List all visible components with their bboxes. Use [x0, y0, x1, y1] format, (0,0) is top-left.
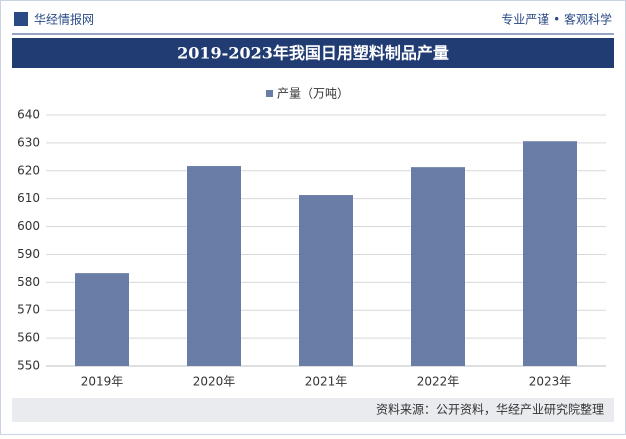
bar — [411, 167, 465, 366]
title-bar — [12, 38, 614, 68]
y-tick-label: 550 — [17, 359, 40, 373]
bar — [187, 166, 241, 366]
y-tick-label: 590 — [17, 247, 40, 261]
y-tick-label: 580 — [17, 275, 40, 289]
x-tick-label: 2021年 — [305, 375, 348, 389]
y-tick-label: 600 — [17, 219, 40, 233]
tagline: 专业严谨 • 客观科学 — [501, 12, 612, 27]
x-tick-label: 2022年 — [417, 375, 460, 389]
x-tick-label: 2020年 — [193, 375, 236, 389]
y-tick-label: 630 — [17, 135, 40, 149]
legend-swatch — [266, 90, 273, 97]
legend-label: 产量（万吨） — [277, 87, 349, 101]
bar — [75, 273, 129, 366]
source: 资料来源：公开资料，华经产业研究院整理 — [376, 402, 604, 417]
x-tick-label: 2023年 — [529, 375, 572, 389]
y-tick-label: 570 — [17, 303, 40, 317]
y-tick-label: 560 — [17, 331, 40, 345]
bar — [523, 141, 577, 366]
bar — [299, 195, 353, 366]
brand: 华经情报网 — [34, 12, 94, 27]
x-tick-label: 2019年 — [81, 375, 124, 389]
logo — [14, 12, 28, 26]
footer-bar — [12, 398, 614, 422]
y-tick-label: 620 — [17, 163, 40, 177]
y-tick-label: 640 — [17, 108, 40, 122]
y-tick-label: 610 — [17, 191, 40, 205]
chart-title: 2019-2023年我国日用塑料制品产量 — [177, 44, 449, 63]
